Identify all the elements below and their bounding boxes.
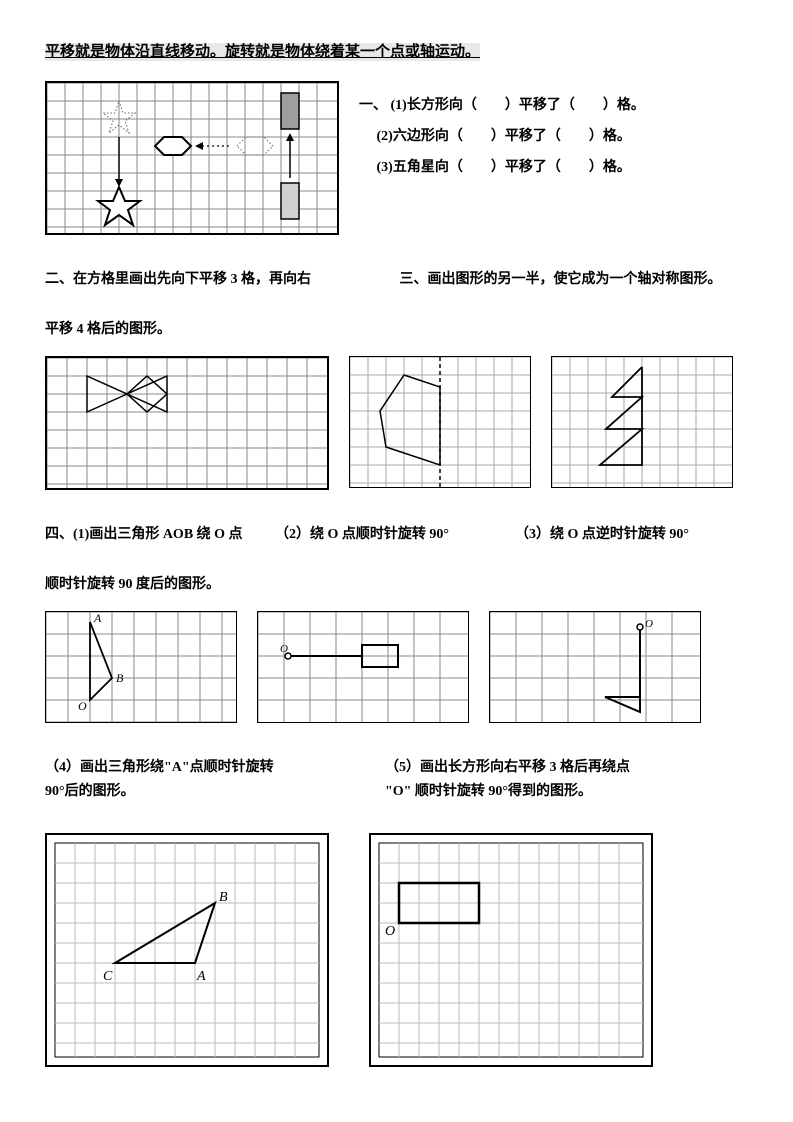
- svg-text:C: C: [103, 969, 113, 984]
- q1-row: 一、 (1)长方形向（ ）平移了（ ）格。 (2)六边形向（ ）平移了（ ）格。…: [45, 81, 748, 235]
- q1-prefix: 一、: [359, 98, 387, 113]
- q4-p3: （3）绕 O 点逆时针旋转 90°: [515, 523, 735, 543]
- q4-45-text: （4）画出三角形绕"A"点顺时针旋转 90°后的图形。 （5）画出长方形向右平移…: [45, 741, 748, 815]
- q4-grid-2: O: [257, 611, 469, 723]
- q1-grid: [45, 81, 339, 235]
- svg-text:O: O: [280, 643, 288, 655]
- q4-grid-5: O: [369, 833, 653, 1067]
- title-text: 平移就是物体沿直线移动。旋转就是物体绕着某一个点或轴运动。: [45, 43, 480, 61]
- svg-text:B: B: [116, 671, 124, 685]
- q2-grid: [45, 356, 329, 490]
- q4-p1b: 顺时针旋转 90 度后的图形。: [45, 573, 748, 593]
- svg-text:A: A: [196, 969, 206, 984]
- q3-text: 三、画出图形的另一半，使它成为一个轴对称图形。: [400, 268, 748, 288]
- svg-text:B: B: [219, 890, 228, 905]
- q2q3-grids: [45, 356, 748, 490]
- svg-text:A: A: [93, 612, 102, 625]
- q4-text-row: 四、(1)画出三角形 AOB 绕 O 点 （2）绕 O 点顺时针旋转 90° （…: [45, 508, 748, 558]
- q3-grid-2: [551, 356, 733, 488]
- q4-p1: 四、(1)画出三角形 AOB 绕 O 点: [45, 523, 245, 543]
- q1-text: 一、 (1)长方形向（ ）平移了（ ）格。 (2)六边形向（ ）平移了（ ）格。…: [359, 91, 645, 183]
- q4-p5a: （5）画出长方形向右平移 3 格后再绕点: [385, 756, 705, 776]
- q4-p5b: "O" 顺时针旋转 90°得到的图形。: [385, 780, 705, 800]
- q4-grid-1: A B O: [45, 611, 237, 723]
- q4-p2: （2）绕 O 点顺时针旋转 90°: [275, 523, 485, 543]
- svg-text:O: O: [78, 699, 87, 713]
- q2q3-text: 二、在方格里画出先向下平移 3 格，再向右 三、画出图形的另一半，使它成为一个轴…: [45, 253, 748, 303]
- svg-text:O: O: [385, 924, 395, 939]
- q3-grid-1: [349, 356, 531, 488]
- q4-45-grids: B A C O: [45, 833, 748, 1067]
- svg-text:O: O: [645, 618, 653, 630]
- q4-grid-4: B A C: [45, 833, 329, 1067]
- q1-line1: (1)长方形向（ ）平移了（ ）格。: [391, 98, 645, 113]
- q2b-text: 平移 4 格后的图形。: [45, 318, 748, 338]
- page-title: 平移就是物体沿直线移动。旋转就是物体绕着某一个点或轴运动。: [45, 40, 748, 61]
- q4-p4b: 90°后的图形。: [45, 780, 345, 800]
- q1-line2: (2)六边形向（ ）平移了（ ）格。: [377, 129, 631, 144]
- q4-grids: A B O O: [45, 611, 748, 723]
- q4-grid-3: O: [489, 611, 701, 723]
- q1-line3: (3)五角星向（ ）平移了（ ）格。: [377, 160, 631, 175]
- q4-p4a: （4）画出三角形绕"A"点顺时针旋转: [45, 756, 345, 776]
- q2-text: 二、在方格里画出先向下平移 3 格，再向右: [45, 268, 380, 288]
